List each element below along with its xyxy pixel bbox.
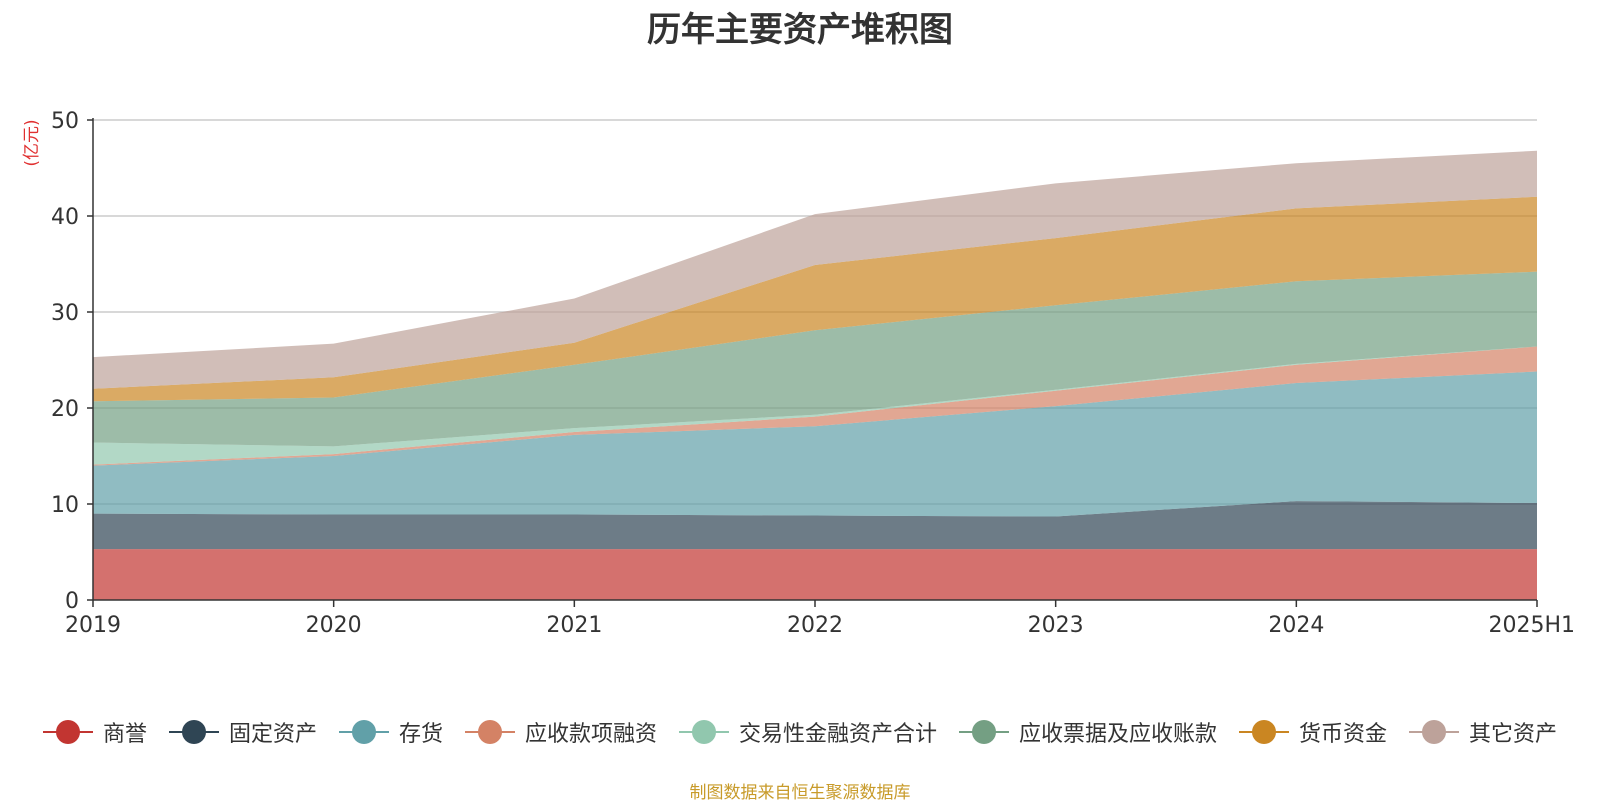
area-series-6 (93, 196, 1537, 402)
y-axis-label: (亿元) (22, 119, 42, 166)
y-tick-label: 50 (51, 109, 79, 134)
y-tick-label: 20 (51, 397, 79, 422)
legend-marker-icon (338, 719, 389, 745)
area-series-2 (93, 371, 1537, 517)
legend-marker-icon (168, 719, 219, 745)
legend-item[interactable]: 商誉 (42, 716, 147, 748)
legend-item[interactable]: 存货 (338, 716, 443, 748)
legend: 商誉 固定资产 存货 应收款项融资 交易性金融资产合计 应收票据及应收账款 货币资金 其它资产 (0, 716, 1600, 748)
legend-marker-icon (679, 719, 729, 745)
legend-label: 存货 (398, 722, 443, 747)
legend-marker-icon (464, 719, 515, 745)
x-tick-label: 2021 (546, 613, 602, 638)
source-note: 制图数据来自恒生聚源数据库 (689, 783, 911, 803)
legend-label: 固定资产 (228, 722, 317, 747)
x-tick-label: 2020 (306, 613, 362, 638)
y-tick-label: 10 (51, 493, 79, 518)
legend-item[interactable]: 货币资金 (1239, 716, 1387, 748)
area-series-0 (93, 549, 1537, 600)
legend-marker-icon (959, 719, 1010, 745)
x-tick-label: 2024 (1268, 613, 1324, 638)
legend-marker-icon (1239, 719, 1290, 745)
area-series-5 (93, 271, 1537, 447)
x-tick-label: 2023 (1028, 613, 1084, 638)
y-tick-label: 30 (51, 301, 79, 326)
legend-label: 交易性金融资产合计 (739, 722, 938, 747)
legend-label: 商誉 (102, 722, 147, 747)
axes: 0 10 20 30 40 50 2019 2020 2021 2022 2023 2024 2025H… (51, 109, 1575, 638)
area-series-3 (93, 346, 1537, 466)
chart-title: 历年主要资产堆积图 (647, 10, 953, 50)
x-tick-label: 2022 (787, 613, 843, 638)
area-series (93, 150, 1537, 600)
legend-item[interactable]: 固定资产 (168, 716, 317, 748)
legend-item[interactable]: 应收票据及应收账款 (959, 716, 1217, 748)
legend-item[interactable]: 应收款项融资 (464, 716, 657, 748)
legend-label: 应收款项融资 (524, 722, 657, 747)
x-tick-label: 2019 (65, 613, 121, 638)
x-tick-label: 2025H1 (1488, 613, 1575, 638)
legend-item[interactable]: 交易性金融资产合计 (679, 716, 937, 748)
legend-item[interactable]: 其它资产 (1409, 716, 1557, 748)
y-tick-label: 0 (65, 589, 79, 614)
legend-marker-icon (1409, 719, 1460, 745)
stacked-area-chart: 0 10 20 30 40 50 2019 2020 2021 2022 2023 2024 2025H… (22, 109, 1575, 638)
area-series-1 (93, 501, 1537, 550)
area-series-7 (93, 150, 1537, 389)
legend-label: 货币资金 (1299, 722, 1388, 747)
y-tick-label: 40 (51, 205, 79, 230)
legend-label: 应收票据及应收账款 (1019, 722, 1218, 747)
legend-marker-icon (42, 719, 93, 745)
legend-label: 其它资产 (1469, 722, 1558, 747)
area-series-4 (93, 346, 1537, 465)
